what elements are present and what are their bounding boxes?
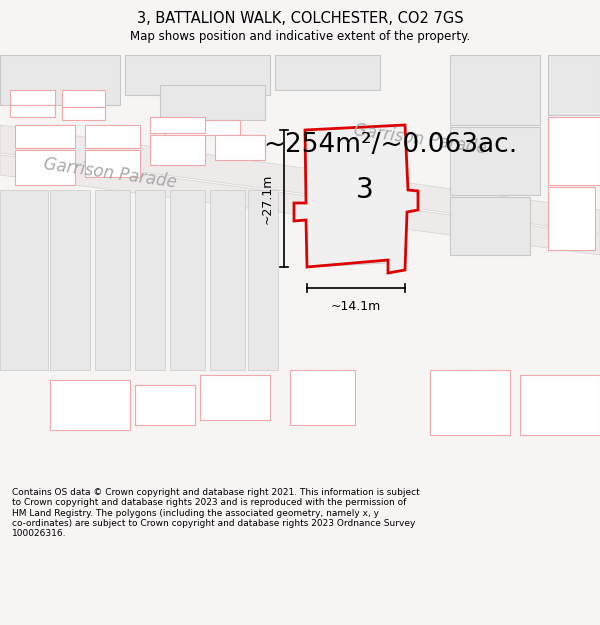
Polygon shape [10,105,55,117]
Text: 3: 3 [356,176,374,204]
Polygon shape [125,55,270,95]
Polygon shape [450,55,540,125]
Polygon shape [450,127,540,195]
Polygon shape [248,190,278,370]
Polygon shape [170,190,205,370]
Text: Contains OS data © Crown copyright and database right 2021. This information is : Contains OS data © Crown copyright and d… [12,488,420,538]
Text: Garrison Parade: Garrison Parade [352,121,488,158]
Polygon shape [548,55,600,115]
Polygon shape [200,375,270,420]
Polygon shape [308,130,403,195]
Polygon shape [150,135,205,165]
Polygon shape [15,150,75,185]
Polygon shape [85,150,140,177]
Polygon shape [62,107,105,120]
Text: Map shows position and indicative extent of the property.: Map shows position and indicative extent… [130,30,470,43]
Polygon shape [294,125,418,273]
Text: 3, BATTALION WALK, COLCHESTER, CO2 7GS: 3, BATTALION WALK, COLCHESTER, CO2 7GS [137,11,463,26]
Text: Garrison Parade: Garrison Parade [43,155,178,191]
Polygon shape [548,117,600,185]
Polygon shape [165,120,240,135]
Text: ~254m²/~0.063ac.: ~254m²/~0.063ac. [263,132,517,158]
Text: ~14.1m: ~14.1m [331,300,381,313]
Polygon shape [160,85,265,120]
Polygon shape [315,245,386,267]
Text: ~27.1m: ~27.1m [261,173,274,224]
Polygon shape [275,55,380,90]
Polygon shape [50,380,130,430]
Polygon shape [450,197,530,255]
Polygon shape [0,190,48,370]
Polygon shape [135,190,165,370]
Polygon shape [15,125,75,148]
Polygon shape [290,370,355,425]
Polygon shape [520,375,600,435]
Polygon shape [10,90,55,105]
Polygon shape [0,125,600,233]
Polygon shape [150,117,205,133]
Polygon shape [548,187,595,250]
Polygon shape [135,385,195,425]
Polygon shape [95,190,130,370]
Polygon shape [50,190,90,370]
Polygon shape [210,190,245,370]
Polygon shape [215,135,265,160]
Polygon shape [85,125,140,148]
Polygon shape [430,370,510,435]
Polygon shape [0,155,600,255]
Polygon shape [0,55,120,105]
Polygon shape [62,90,105,107]
